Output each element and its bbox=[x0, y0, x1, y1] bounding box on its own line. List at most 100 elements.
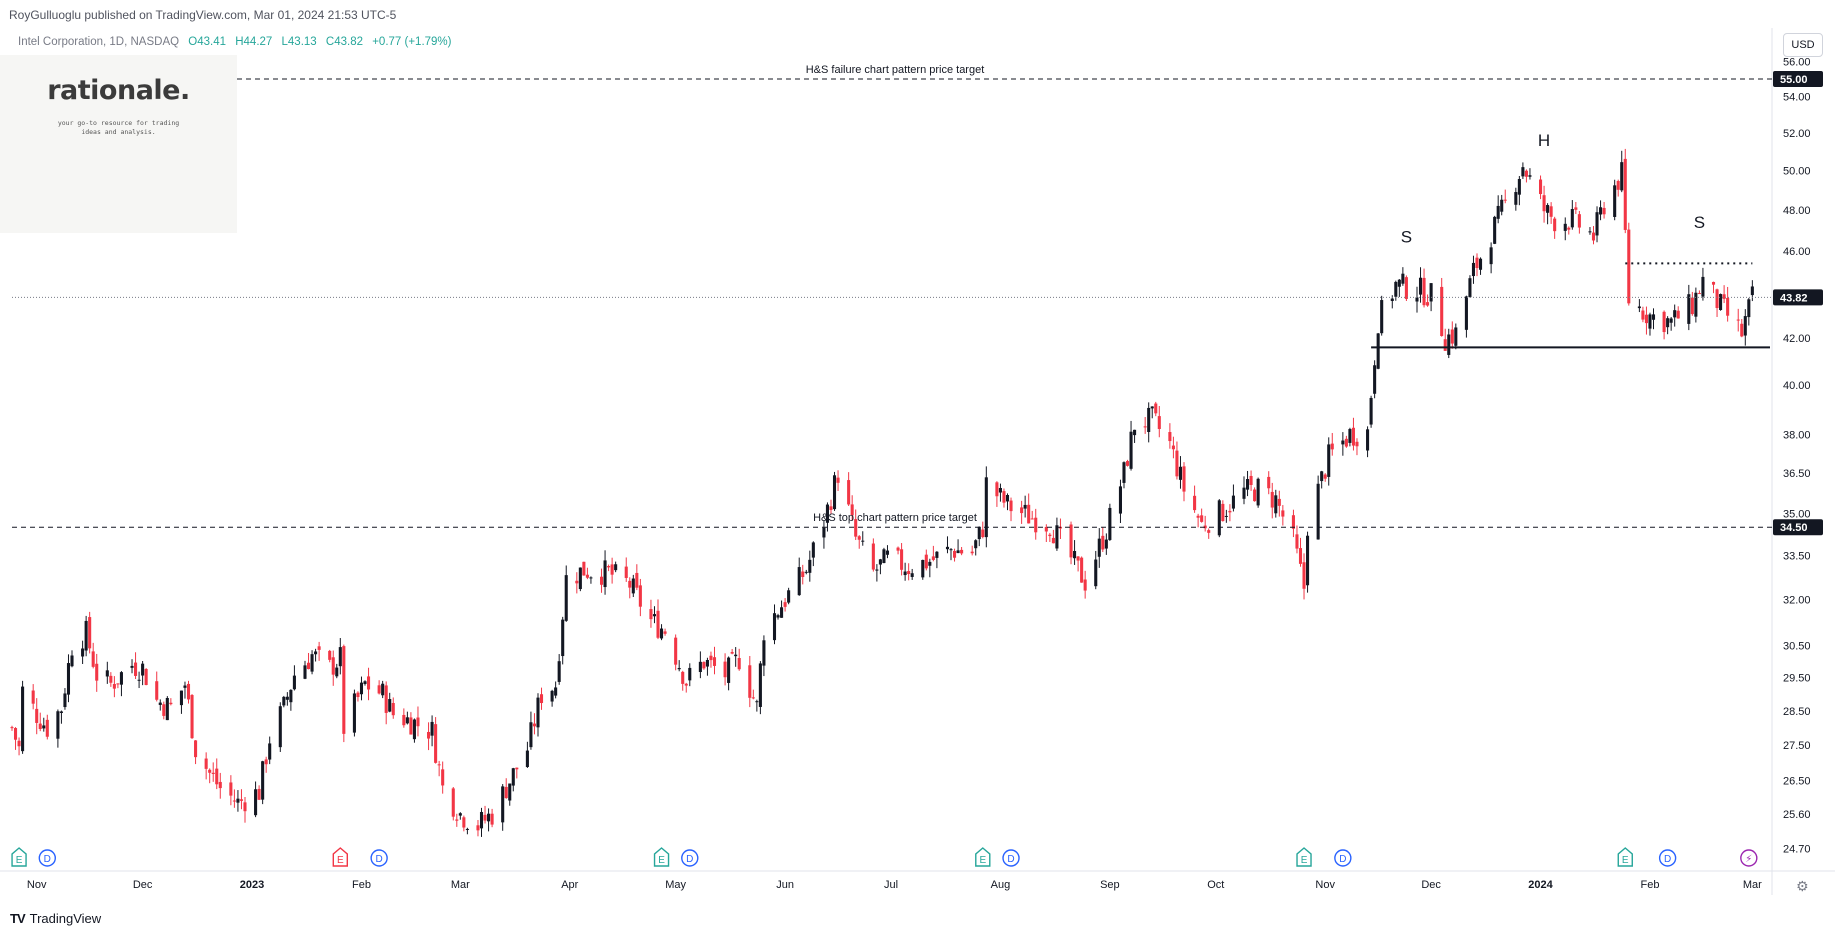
symbol-legend[interactable]: Intel Corporation, 1D, NASDAQ O43.41 H44… bbox=[18, 36, 457, 48]
candle bbox=[1697, 290, 1701, 295]
candle bbox=[1454, 323, 1458, 350]
candle-body bbox=[723, 661, 727, 678]
candle-body bbox=[416, 717, 420, 727]
candle bbox=[924, 549, 928, 571]
candle-body bbox=[1514, 192, 1518, 205]
candle bbox=[483, 805, 487, 824]
candle-body bbox=[1027, 504, 1031, 524]
candle bbox=[1613, 179, 1617, 221]
candle bbox=[1168, 423, 1172, 449]
candle-body bbox=[169, 702, 173, 705]
candle-body bbox=[70, 655, 74, 667]
candle bbox=[1493, 215, 1497, 245]
close-value: C43.82 bbox=[325, 36, 363, 48]
candle bbox=[1577, 210, 1581, 234]
candle bbox=[303, 660, 307, 680]
earnings-icon: E bbox=[1617, 847, 1633, 867]
candle bbox=[712, 646, 717, 675]
candle bbox=[1023, 495, 1027, 518]
candle-body bbox=[303, 665, 307, 679]
candle-body bbox=[1055, 525, 1059, 549]
candle-body bbox=[1157, 416, 1161, 429]
gear-icon[interactable]: ⚙ bbox=[1796, 878, 1809, 894]
candle bbox=[1570, 200, 1574, 230]
candle-body bbox=[1348, 429, 1352, 443]
candle bbox=[1701, 267, 1705, 301]
symbol-name[interactable]: Intel Corporation, 1D, NASDAQ bbox=[18, 36, 180, 48]
candle bbox=[377, 680, 381, 695]
candle-body bbox=[338, 647, 342, 667]
candle bbox=[264, 756, 268, 773]
candle bbox=[709, 651, 713, 668]
logo-tagline-1: your go-to resource for trading bbox=[57, 119, 180, 127]
candle bbox=[1207, 528, 1211, 539]
candle-body bbox=[698, 661, 702, 673]
candle-body bbox=[1277, 498, 1281, 506]
price-axis-tick: 29.50 bbox=[1783, 673, 1811, 685]
candle bbox=[1366, 426, 1370, 458]
earnings-icon: E bbox=[332, 847, 349, 867]
time-axis-tick: Dec bbox=[133, 879, 153, 891]
candle bbox=[787, 587, 791, 605]
candle-body bbox=[215, 768, 219, 785]
candle-body bbox=[261, 761, 265, 800]
candle-body bbox=[1316, 483, 1320, 540]
candle bbox=[215, 758, 219, 790]
candle bbox=[539, 687, 544, 710]
candle-body bbox=[45, 719, 49, 737]
candle bbox=[688, 663, 692, 687]
candle-body bbox=[112, 683, 116, 689]
candle-body bbox=[1539, 179, 1543, 195]
candle-body bbox=[751, 697, 755, 699]
candle bbox=[949, 548, 953, 561]
candle bbox=[776, 613, 780, 620]
split-icon: ⚡ bbox=[1740, 849, 1758, 867]
candle bbox=[363, 680, 367, 686]
candle bbox=[755, 699, 759, 712]
candle-body bbox=[737, 657, 741, 670]
candle-body bbox=[1666, 318, 1670, 328]
candle bbox=[550, 689, 554, 707]
candle-body bbox=[377, 685, 381, 694]
candle-body bbox=[575, 580, 579, 584]
candle-body bbox=[1200, 515, 1204, 522]
candle-body bbox=[1101, 535, 1105, 550]
candle bbox=[624, 557, 628, 582]
candle-body bbox=[476, 825, 480, 831]
candle bbox=[515, 767, 519, 779]
candle-body bbox=[1108, 507, 1112, 540]
candle bbox=[1599, 200, 1603, 221]
candle-body bbox=[984, 477, 988, 538]
candle bbox=[885, 545, 890, 559]
candle bbox=[1228, 504, 1232, 522]
candle-body bbox=[1694, 292, 1698, 317]
open-value: O43.41 bbox=[188, 36, 227, 48]
candle-body bbox=[359, 682, 364, 695]
candle bbox=[737, 648, 741, 671]
candle-body bbox=[1298, 548, 1303, 564]
candle bbox=[652, 606, 657, 624]
candle-body bbox=[536, 697, 540, 728]
price-label-text: 55.00 bbox=[1780, 74, 1808, 86]
pattern-label: S bbox=[1401, 227, 1412, 246]
candle-body bbox=[1394, 281, 1398, 297]
candle-body bbox=[1080, 557, 1084, 583]
candle bbox=[585, 567, 589, 580]
low-value: L43.13 bbox=[281, 36, 317, 48]
candle bbox=[476, 820, 480, 837]
candle-body bbox=[1687, 294, 1691, 324]
candle bbox=[218, 772, 222, 799]
candle-body bbox=[391, 703, 395, 716]
currency-button[interactable]: USD bbox=[1783, 33, 1823, 57]
candle bbox=[1496, 195, 1500, 224]
candle-body bbox=[1355, 441, 1359, 447]
candle-body bbox=[21, 686, 25, 752]
candle-body bbox=[1454, 327, 1458, 346]
candle-body bbox=[504, 786, 508, 799]
candle bbox=[1404, 275, 1408, 301]
candle-body bbox=[451, 788, 455, 817]
price-axis-tick: 27.50 bbox=[1783, 740, 1811, 752]
tradingview-logo[interactable]: TV TradingView bbox=[10, 911, 101, 926]
candle bbox=[511, 767, 515, 792]
